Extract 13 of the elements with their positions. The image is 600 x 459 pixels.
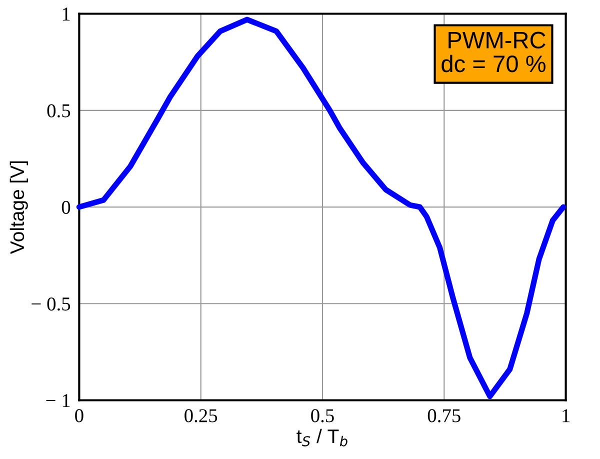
y-tick-label: 0.5 bbox=[47, 104, 70, 118]
x-tick-label: 1 bbox=[562, 409, 570, 422]
y-tick-label: − 0.5 bbox=[32, 297, 70, 311]
annotation: PWM-RC dc = 70 % bbox=[442, 32, 546, 72]
x-tick-label: 0.25 bbox=[184, 409, 218, 422]
y-axis-title: Voltage [V] bbox=[10, 161, 28, 254]
x-tick-label: 0 bbox=[75, 409, 84, 422]
x-tick-label: 0.75 bbox=[428, 409, 460, 422]
y-tick-label: 0 bbox=[62, 200, 70, 214]
y-tick-label: − 1 bbox=[46, 394, 70, 407]
x-axis-title: t$_{S}$ / T$_{b}$ bbox=[296, 428, 348, 446]
x-tick-label: 0.5 bbox=[311, 409, 334, 422]
y-tick-label: 1 bbox=[62, 8, 70, 21]
